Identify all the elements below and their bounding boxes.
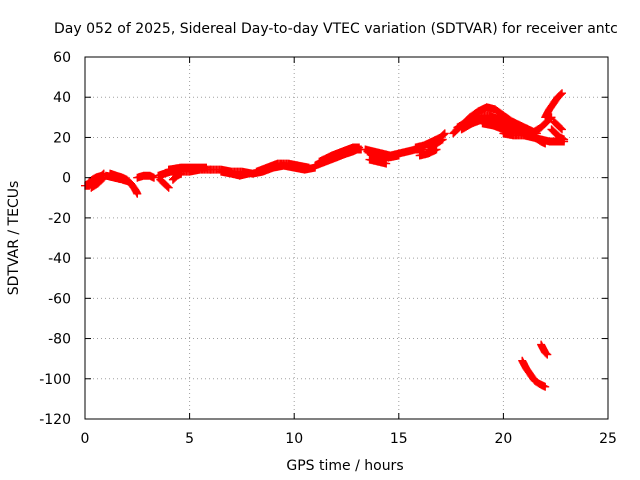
data-point-cluster [537,340,552,359]
data-point-cluster [363,147,403,162]
chart-title: Day 052 of 2025, Sidereal Day-to-day VTE… [54,21,618,37]
x-tick-label: 20 [494,431,512,447]
y-axis-label: SDTVAR / TECUs [6,181,22,296]
x-tick-label: 25 [599,431,617,447]
data-point-cluster [365,155,391,168]
x-tick-label: 5 [185,431,194,447]
data-point-cluster [315,143,364,166]
data-point-cluster [133,171,158,182]
grid-lines [85,57,608,419]
y-tick-label: 60 [53,50,71,66]
y-tick-label: 40 [53,90,71,106]
data-marks [81,89,569,391]
data-point-cluster [164,163,211,174]
y-tick-label: 0 [62,171,71,187]
x-tick-label: 10 [285,431,303,447]
data-point-cluster [547,125,569,144]
y-tick-label: -40 [48,251,71,267]
data-point-cluster [530,113,556,136]
data-point-cluster [101,171,133,186]
y-tick-label: -100 [39,372,71,388]
data-point-cluster [156,175,173,192]
data-point-cluster [168,169,186,184]
data-point-cluster [252,159,313,176]
data-point-cluster [85,171,106,186]
y-tick-label: -80 [48,332,71,348]
y-tick-label: -120 [39,412,71,428]
data-point-cluster [424,135,447,152]
x-tick-label: 0 [81,431,90,447]
data-point-cluster [549,117,566,134]
data-point-cluster [518,356,550,391]
x-ticks: 0 5 10 15 20 25 [81,57,617,447]
x-tick-label: 15 [390,431,408,447]
data-point-cluster [217,167,253,180]
y-ticks: 60 40 20 0 -20 -40 -60 -80 -100 -120 [39,50,608,428]
y-tick-label: 20 [53,130,71,146]
data-point-cluster [541,89,566,122]
x-axis-label: GPS time / hours [286,458,403,474]
y-tick-label: -60 [48,291,71,307]
plot-frame [84,56,609,420]
data-point-cluster [415,145,441,160]
data-point-cluster [530,133,550,148]
y-tick-label: -20 [48,211,71,227]
